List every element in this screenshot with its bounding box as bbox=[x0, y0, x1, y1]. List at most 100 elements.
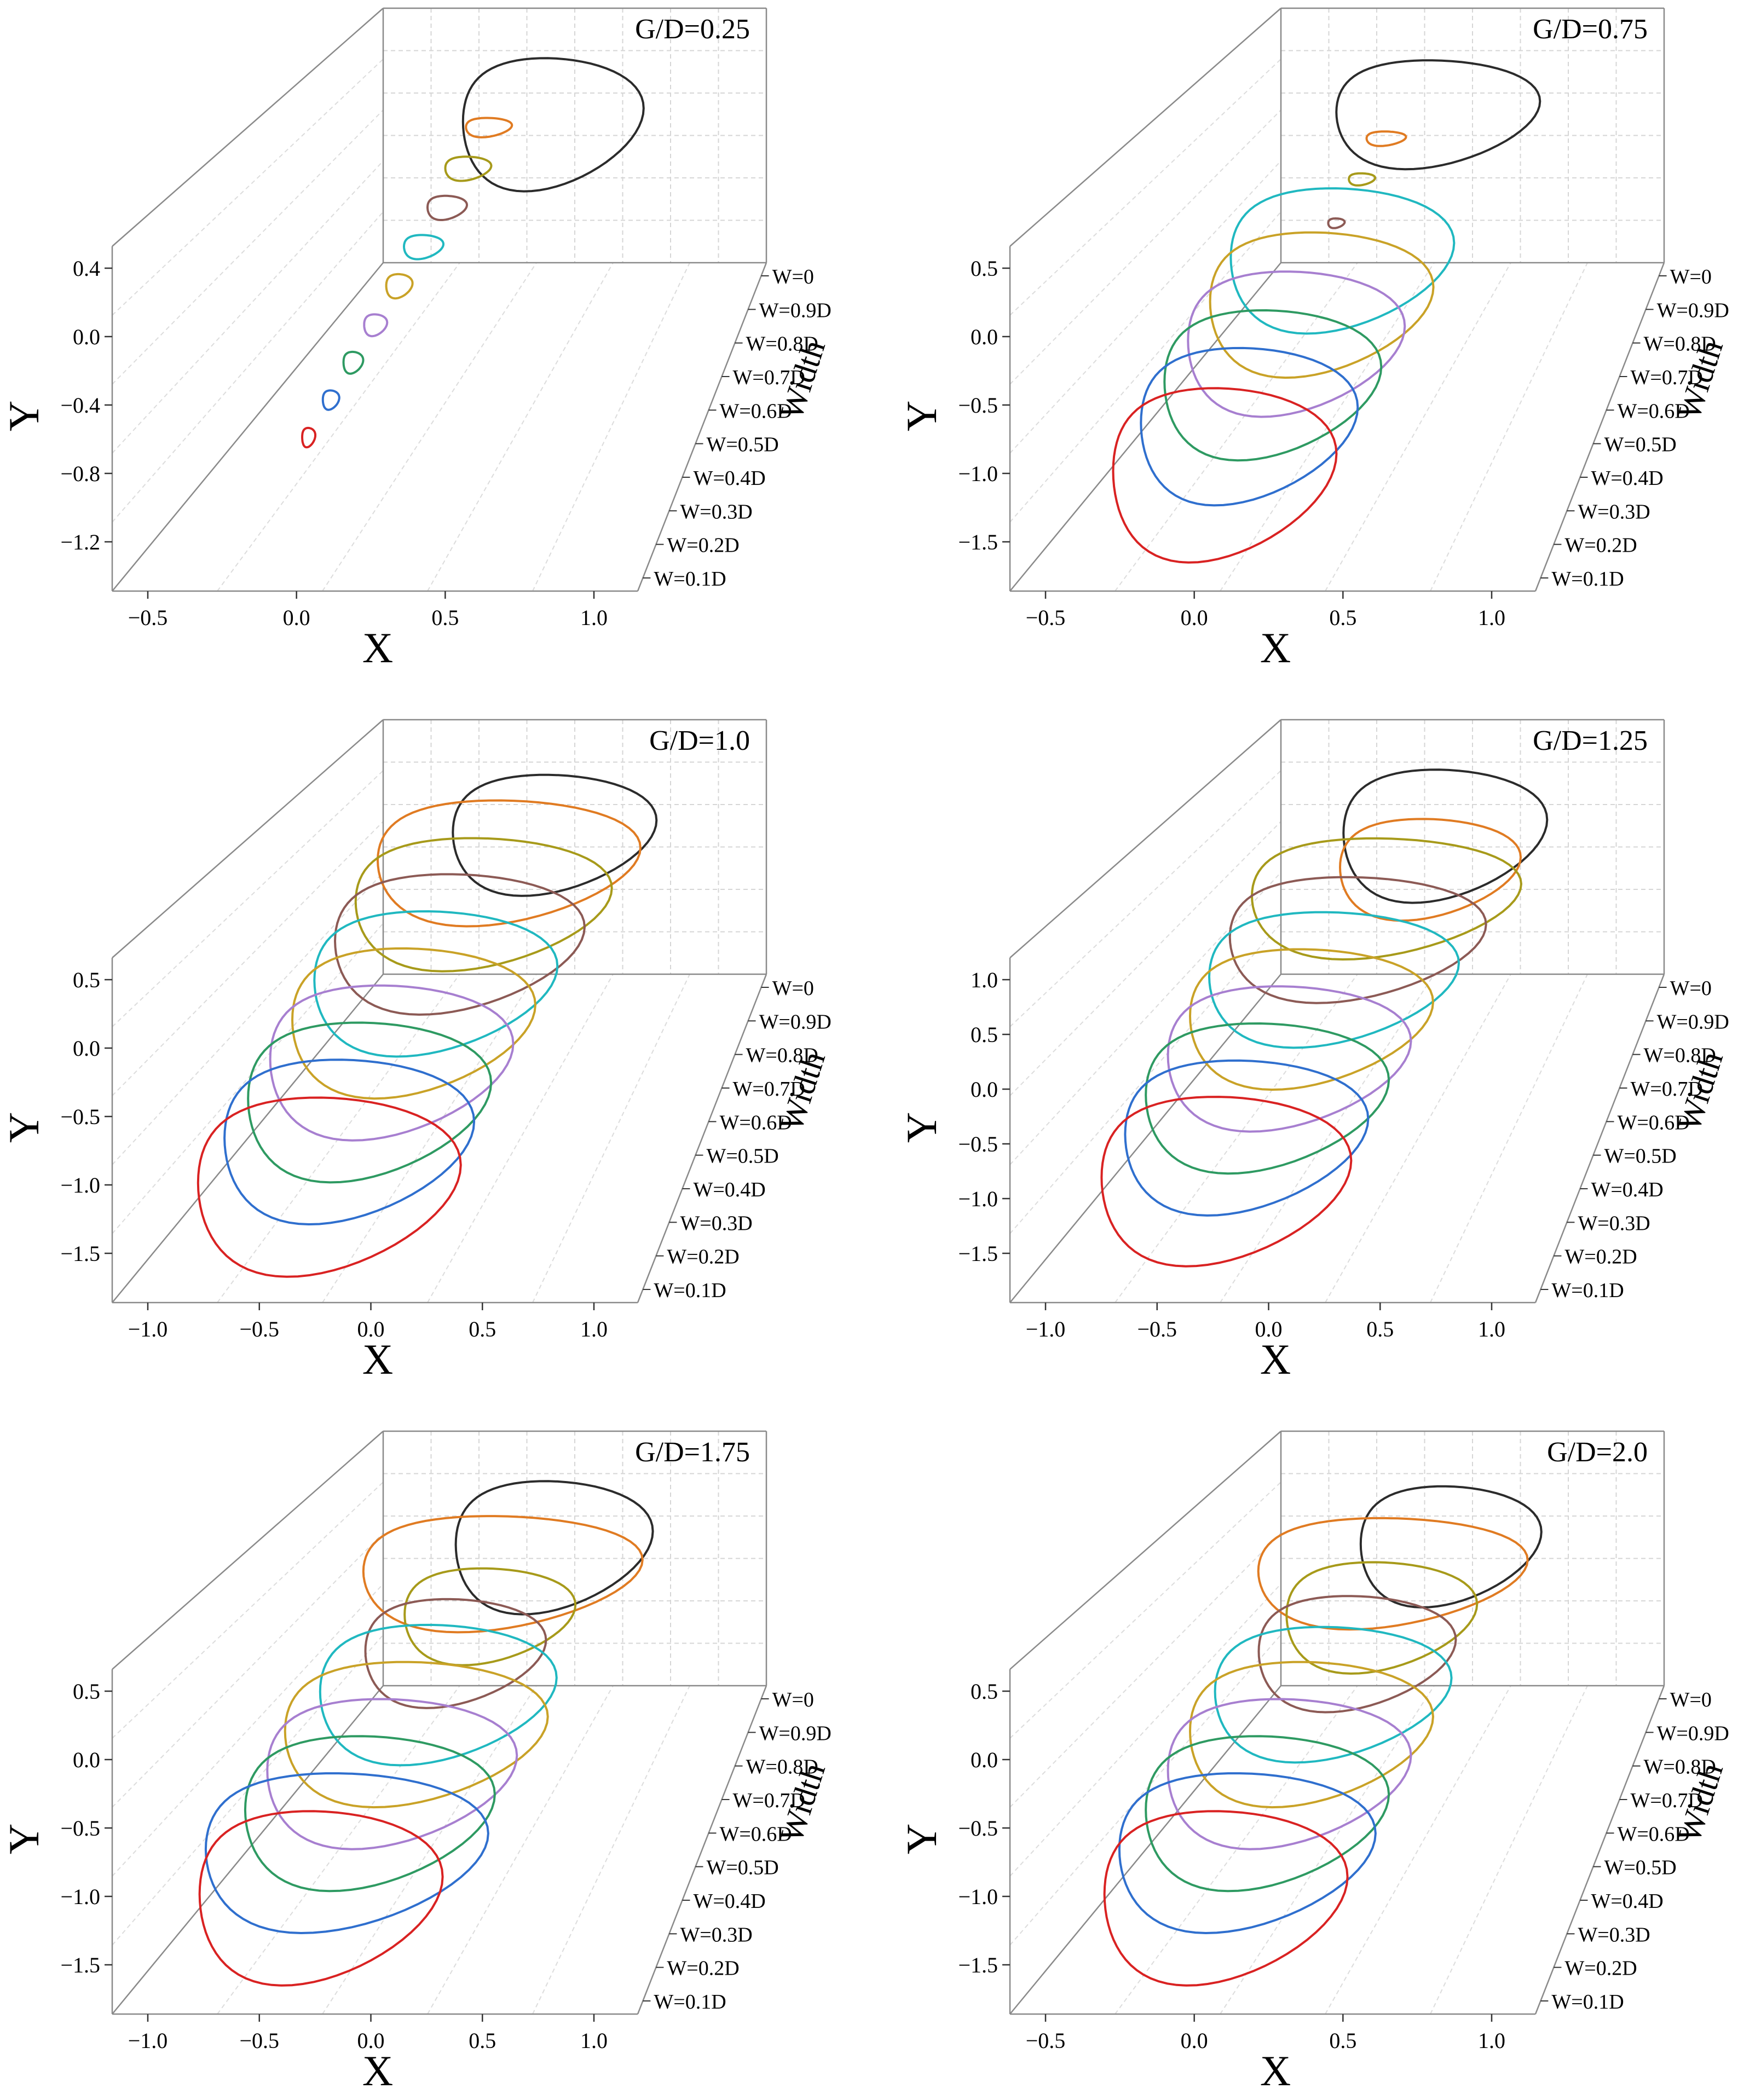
y-tick-label: 0.5 bbox=[73, 968, 100, 992]
series-curve-W-0-1D bbox=[301, 426, 316, 449]
width-tick-label: W=0.4D bbox=[1591, 467, 1663, 490]
y-axis-label: Y bbox=[898, 1112, 945, 1143]
width-tick-label: W=0.1D bbox=[1551, 1279, 1624, 1302]
width-axis-line bbox=[637, 262, 767, 592]
width-tick-label: W=0.7D bbox=[733, 1789, 805, 1812]
grid-line bbox=[1009, 770, 1281, 1027]
axis-box bbox=[111, 7, 767, 592]
box-edge bbox=[112, 8, 384, 247]
width-tick-label: W=0.8D bbox=[746, 1044, 818, 1067]
x-axis-label: X bbox=[362, 624, 393, 672]
grid-line bbox=[1009, 1482, 1281, 1739]
box-edge bbox=[1009, 262, 1281, 592]
grid-line bbox=[532, 974, 690, 1303]
series-curve-W-0-6D bbox=[1214, 1625, 1453, 1764]
grid-line bbox=[1325, 974, 1511, 1303]
series-curve-W-0-2D bbox=[321, 389, 340, 411]
back-wall-grid bbox=[1281, 1431, 1664, 1686]
width-tick-label: W=0.4D bbox=[1591, 1890, 1663, 1913]
floor-grid bbox=[112, 770, 690, 1303]
series-curve-W-0-2D bbox=[223, 1058, 476, 1226]
width-tick-label: W=0.1D bbox=[654, 1991, 726, 2014]
chart-panel-2: G/D=0.75 −0.5 0.0 0.5 1.0 X 0.5 0.0 −0.5 −1.0 −1.5… bbox=[898, 7, 1730, 672]
grid-line bbox=[112, 923, 384, 1234]
grid-line bbox=[217, 262, 460, 592]
grid-line bbox=[1325, 262, 1511, 592]
panel-title: G/D=1.0 bbox=[649, 725, 750, 756]
box-edge bbox=[1009, 719, 1281, 958]
series-curve-W-0-5D bbox=[284, 1661, 549, 1809]
series-curve-W-0-6D bbox=[1229, 187, 1456, 335]
series-curve-W-0 bbox=[1335, 59, 1541, 171]
series-curve-W-0-6D bbox=[1208, 911, 1460, 1049]
width-tick-label: W=0.6D bbox=[1618, 1111, 1690, 1134]
grid-line bbox=[1009, 1583, 1281, 1877]
width-tick-label: W=0.5D bbox=[1604, 1145, 1676, 1168]
x-tick-label: 0.0 bbox=[1181, 605, 1208, 630]
x-tick-label: 0.5 bbox=[469, 2028, 496, 2053]
x-tick-label: 0.5 bbox=[1329, 605, 1356, 630]
grid-line bbox=[217, 1685, 460, 2015]
width-tick-label: W=0.9D bbox=[1657, 299, 1729, 322]
x-tick-label: 1.0 bbox=[580, 1317, 608, 1341]
width-tick-label: W=0.2D bbox=[1564, 1957, 1637, 1980]
width-tick-label: W=0.6D bbox=[720, 1823, 792, 1846]
series-curve-W-0-8D bbox=[403, 1567, 577, 1667]
series-curve-W-0-2D bbox=[1124, 1059, 1370, 1217]
grid-line bbox=[112, 1482, 384, 1739]
width-tick-label: W=0.8D bbox=[1644, 1756, 1716, 1779]
y-axis-label: Y bbox=[0, 401, 48, 431]
width-tick-label: W=0.6D bbox=[1618, 400, 1690, 423]
y-tick-label: −0.5 bbox=[958, 393, 998, 418]
back-wall-grid bbox=[383, 8, 766, 263]
x-tick-label: 1.0 bbox=[1478, 2028, 1505, 2053]
grid-line bbox=[427, 974, 614, 1303]
series-curve-W-0-7D bbox=[1327, 217, 1346, 229]
width-axis-line bbox=[637, 1685, 767, 2015]
panel-title: G/D=1.25 bbox=[1533, 725, 1648, 756]
grid-line bbox=[112, 770, 384, 1027]
y-tick-label: 0.5 bbox=[971, 1679, 998, 1704]
back-wall-grid bbox=[1281, 720, 1664, 974]
panel-title: G/D=1.75 bbox=[635, 1437, 750, 1468]
series-curve-W-0-5D bbox=[1188, 948, 1435, 1091]
curves bbox=[1100, 768, 1549, 1268]
y-axis-label: Y bbox=[0, 1112, 48, 1143]
series-curve-W-0-2D bbox=[1140, 346, 1359, 507]
curves bbox=[1103, 1485, 1543, 1987]
grid-line bbox=[532, 1685, 690, 2015]
grid-line bbox=[1009, 872, 1281, 1165]
series-curve-W-0-7D bbox=[333, 873, 586, 1016]
axis-box bbox=[1009, 719, 1665, 1304]
x-tick-label: 0.0 bbox=[357, 1317, 385, 1341]
box-edge bbox=[1009, 8, 1281, 247]
x-tick-label: 0.5 bbox=[431, 605, 459, 630]
y-tick-label: −0.5 bbox=[958, 1132, 998, 1156]
curves bbox=[301, 57, 645, 449]
grid-line bbox=[1325, 1685, 1511, 2015]
grid-line bbox=[1115, 1685, 1358, 2015]
width-tick-label: W=0.3D bbox=[680, 1923, 752, 1946]
width-tick-label: W=0.4D bbox=[1591, 1178, 1663, 1201]
width-tick-label: W=0.6D bbox=[720, 400, 792, 423]
x-tick-label: −0.5 bbox=[1026, 605, 1066, 630]
x-tick-label: −1.0 bbox=[1026, 1317, 1066, 1341]
x-axis-label: X bbox=[362, 2047, 393, 2095]
width-axis-line bbox=[1534, 262, 1665, 592]
width-tick-label: W=0.7D bbox=[1631, 1078, 1703, 1101]
width-tick-label: W=0.4D bbox=[693, 1178, 765, 1201]
x-tick-label: 0.0 bbox=[283, 605, 310, 630]
x-tick-label: −0.5 bbox=[1137, 1317, 1177, 1341]
series-curve-W-0-2D bbox=[204, 1772, 489, 1935]
chart-panel-4: G/D=1.25 −1.0 −0.5 0.0 0.5 1.0 X 1.0 0.5 0.0 −0.5 −… bbox=[898, 719, 1730, 1383]
floor-grid bbox=[112, 59, 690, 592]
y-tick-label: −1.0 bbox=[958, 1884, 998, 1909]
width-tick-label: W=0.3D bbox=[680, 500, 752, 523]
series-curve-W-0 bbox=[1342, 768, 1549, 904]
x-tick-label: 0.0 bbox=[1255, 1317, 1283, 1341]
grid-line bbox=[112, 1583, 384, 1877]
series-curve-W-0-5D bbox=[1209, 231, 1435, 379]
series-curve-W-0-3D bbox=[342, 350, 365, 375]
grid-line bbox=[1430, 974, 1588, 1303]
grid-line bbox=[1430, 1685, 1588, 2015]
